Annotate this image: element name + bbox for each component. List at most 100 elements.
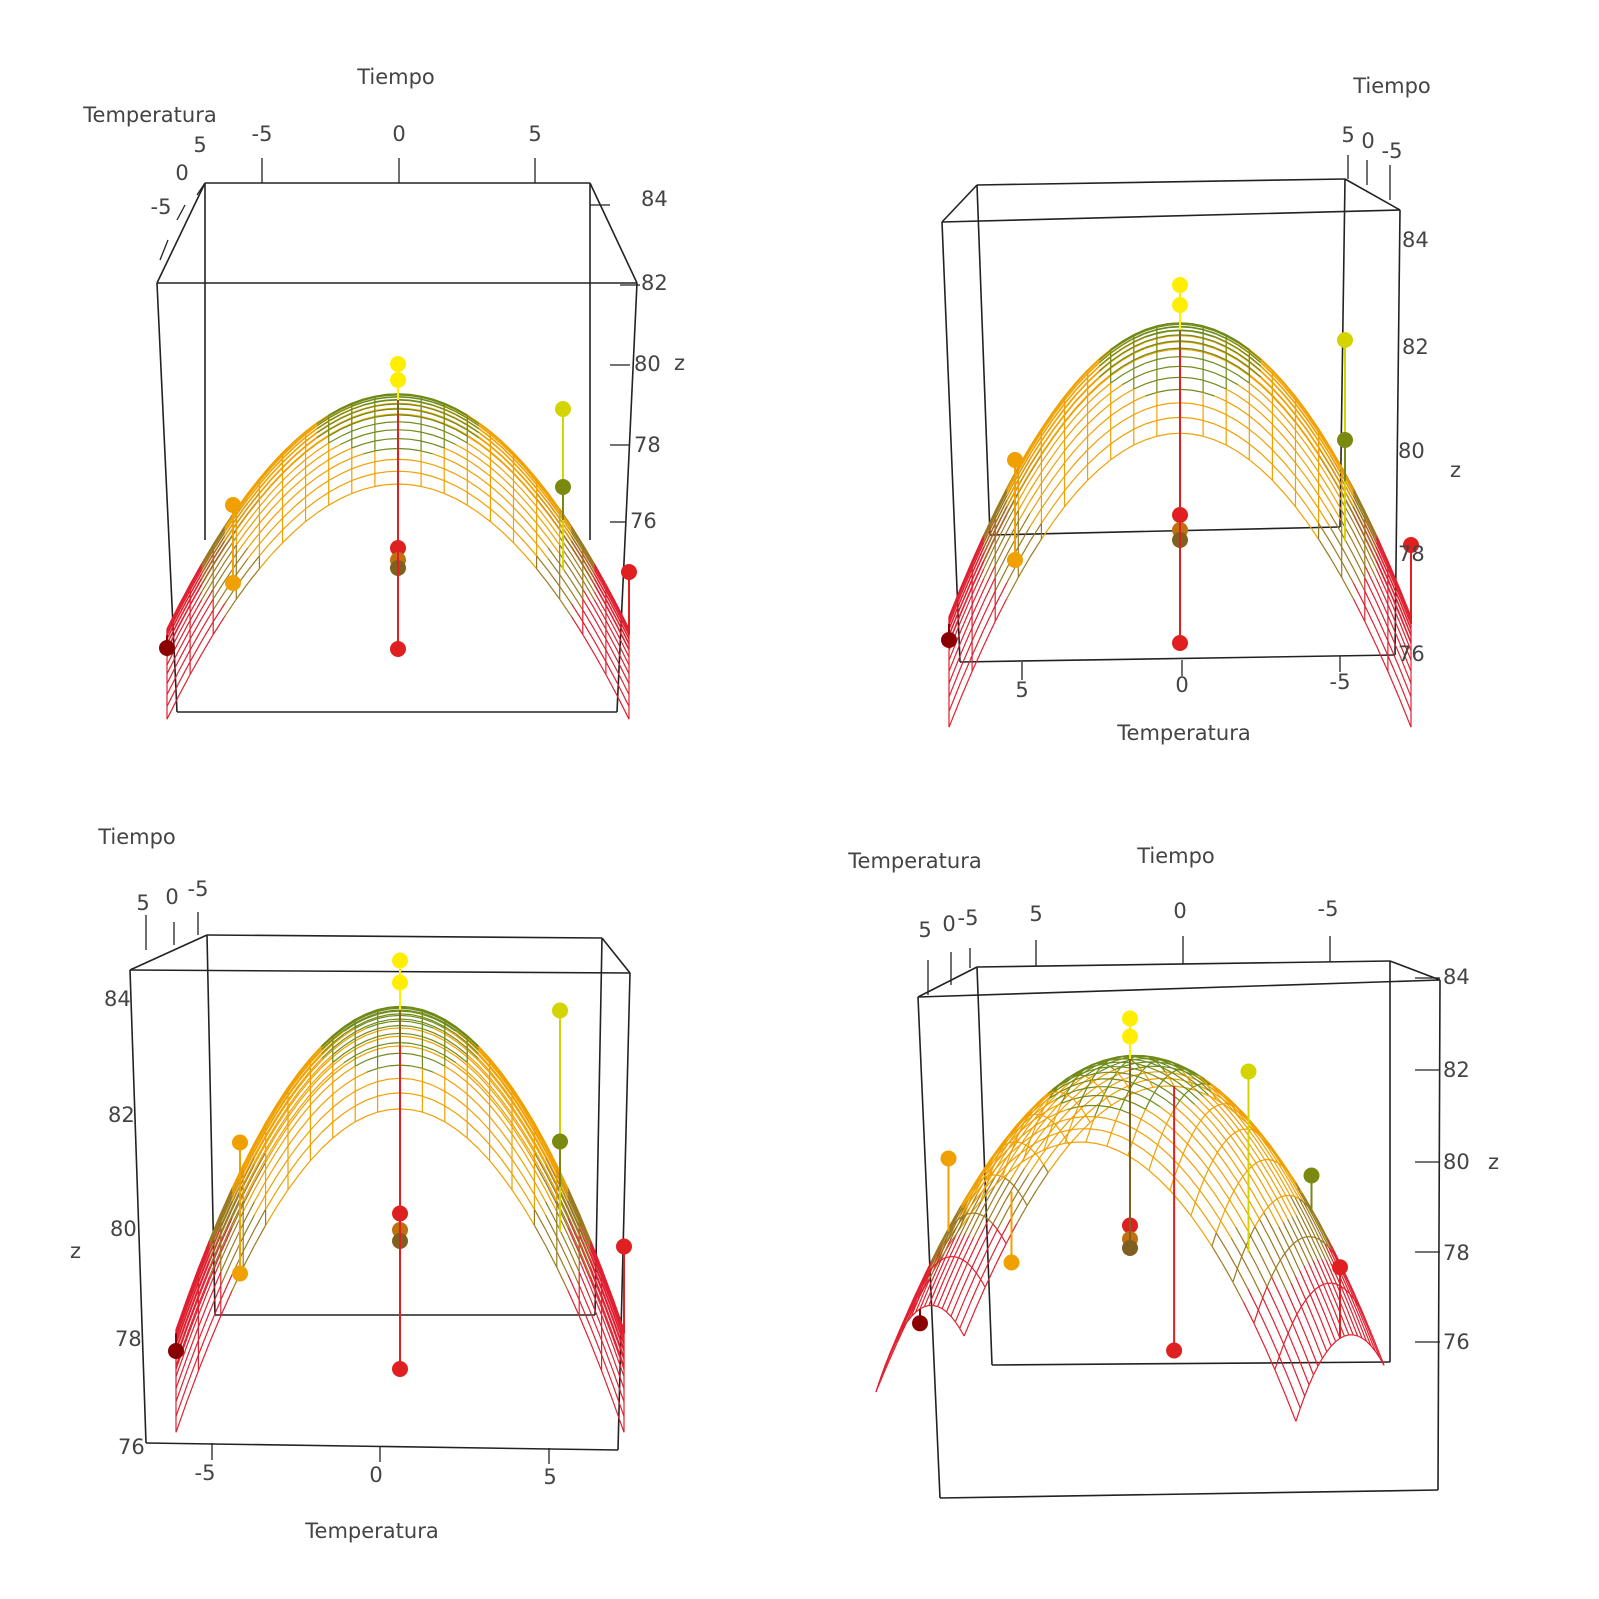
surface-gridline (247, 499, 260, 515)
surface-gridline (1281, 1299, 1294, 1324)
surface-gridline (422, 1048, 434, 1054)
surface-gridline (1185, 1075, 1192, 1083)
surface-gridline (1098, 375, 1112, 386)
surface-gridline (1225, 388, 1239, 397)
surface-gridline (605, 638, 619, 662)
surface-gridline (1156, 348, 1169, 352)
surface-gridline (1029, 446, 1042, 466)
surface-gridline (567, 1227, 580, 1254)
surface-gridline (1004, 1160, 1017, 1179)
surface-gridline (1148, 1156, 1154, 1171)
surface-gridline (1006, 521, 1019, 543)
surface-gridline (397, 408, 410, 411)
surface-gridline (247, 493, 260, 509)
surface-gridline (987, 1154, 999, 1168)
surface-gridline (578, 1240, 591, 1268)
surface-gridline (1019, 1122, 1031, 1133)
surface-gridline (1210, 1084, 1216, 1088)
surface-gridline (247, 478, 260, 494)
surface-gridline (971, 578, 985, 605)
surface-gridline (589, 1258, 603, 1288)
surface-gridline (1215, 1220, 1222, 1234)
surface-gridline (212, 546, 226, 566)
surface-gridline (593, 608, 607, 630)
surface-gridline (1202, 391, 1215, 397)
surface-gridline (1225, 359, 1239, 368)
surface-gridline (1352, 505, 1366, 530)
surface-gridline (1063, 1117, 1074, 1121)
surface-gridline (1179, 335, 1192, 337)
surface-gridline (1189, 1069, 1195, 1073)
surface-gridline (1073, 1116, 1085, 1119)
surface-gridline (971, 589, 985, 616)
surface-gridline (957, 1202, 970, 1220)
surface-gridline (270, 496, 283, 511)
surface-gridline (298, 1144, 311, 1159)
surface-gridline (1295, 475, 1308, 493)
surface-gridline (466, 1056, 479, 1068)
surface-gridline (1270, 1276, 1283, 1300)
surface-gridline (500, 1076, 513, 1093)
surface-gridline (1398, 605, 1412, 636)
surface-gridline (559, 536, 572, 555)
surface-gridline (1241, 1116, 1254, 1131)
surface-gridline (1214, 332, 1227, 339)
surface-gridline (1122, 1056, 1127, 1059)
surface-gridline (1303, 1265, 1316, 1291)
surface-gridline (511, 1123, 524, 1141)
surface-gridline (1283, 408, 1296, 424)
surface-gridline (1318, 508, 1331, 528)
surface-gridline (1145, 1108, 1157, 1117)
surface-gridline (501, 485, 514, 498)
surface-gridline (511, 1106, 524, 1124)
surface-gridline (1278, 1343, 1285, 1357)
surface-gridline (1248, 403, 1262, 414)
surface-gridline (399, 1045, 412, 1048)
surface-gridline (340, 417, 353, 424)
surface-gridline (1251, 1162, 1257, 1167)
surface-gridline (1008, 1131, 1020, 1144)
surface-gridline (270, 542, 283, 556)
surface-gridline (1294, 1196, 1306, 1217)
surface-gridline (1134, 1055, 1139, 1058)
x-tick: 5 (1015, 678, 1028, 702)
surface-gridline (1156, 389, 1169, 393)
surface-gridline (1306, 423, 1320, 442)
surface-gridline (567, 1234, 580, 1261)
surface-gridline (567, 1259, 580, 1286)
surface-gridline (1017, 458, 1031, 480)
surface-gridline (305, 423, 318, 434)
surface-gridline (201, 621, 214, 642)
surface-gridline (513, 453, 526, 467)
surface-gridline (282, 518, 295, 531)
surface-gridline (1295, 397, 1308, 414)
surface-gridline (1040, 429, 1054, 448)
surface-gridline (593, 569, 607, 591)
surface-gridline (1214, 355, 1227, 362)
surface-gridline (351, 453, 364, 459)
surface-gridline (533, 1123, 547, 1145)
surface-gridline (1271, 373, 1285, 387)
surface-gridline (477, 1054, 491, 1068)
surface-gridline (466, 1036, 479, 1048)
surface-gridline (578, 1252, 591, 1280)
surface-gridline (1179, 388, 1192, 391)
surface-gridline (242, 1164, 255, 1187)
surface-gridline (316, 414, 330, 424)
surface-gridline (994, 567, 1008, 592)
surface-gridline (235, 507, 249, 525)
surface-gridline (1326, 1345, 1332, 1353)
surface-gridline (1087, 365, 1100, 378)
surface-gridline (258, 500, 272, 515)
surface-gridline (466, 435, 480, 445)
surface-gridline (1068, 1117, 1075, 1131)
surface-gridline (1283, 1332, 1289, 1345)
surface-gridline (994, 521, 1008, 546)
surface-gridline (444, 1031, 457, 1040)
surface-gridline (582, 550, 595, 571)
y-tick: 5 (136, 891, 149, 915)
surface-gridline (1375, 614, 1389, 642)
surface-gridline (397, 413, 410, 416)
surface-gridline (489, 1079, 502, 1094)
surface-gridline (265, 1190, 278, 1210)
